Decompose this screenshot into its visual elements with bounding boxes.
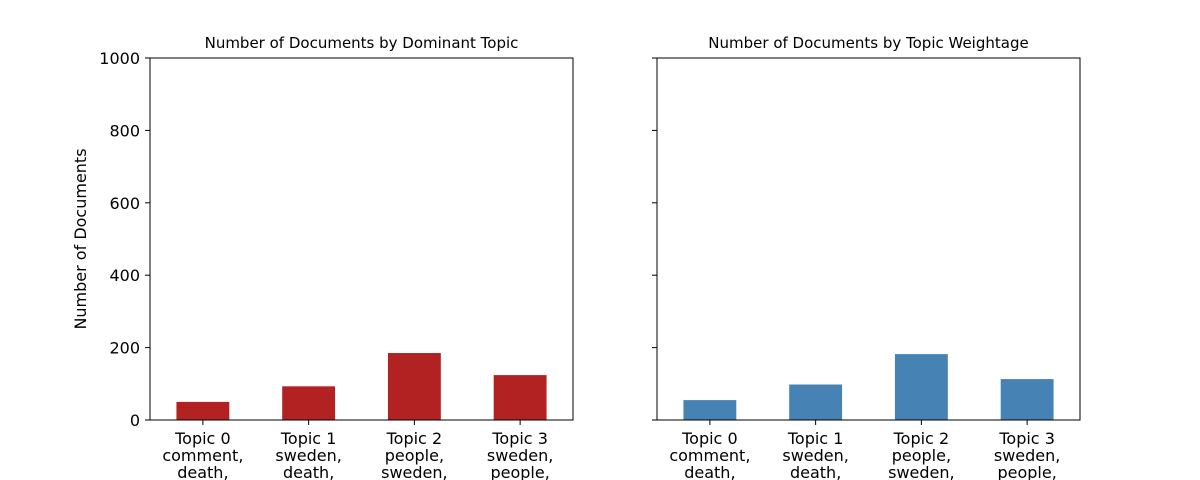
- bar-topic-3: [1000, 379, 1054, 420]
- chart-title: Number of Documents by Topic Weightage: [708, 34, 1028, 52]
- bar-topic-3: [493, 375, 547, 420]
- chart-title: Number of Documents by Dominant Topic: [205, 34, 519, 52]
- y-ticks: [652, 57, 657, 421]
- y-axis-label: Number of Documents: [71, 148, 90, 329]
- x-tick-label: Topic 1 sweden, death,: [782, 429, 849, 480]
- x-tick-label: Topic 2 people, sweden,: [888, 429, 955, 480]
- x-tick-label: Topic 1 sweden, death,: [275, 429, 342, 480]
- x-tick-label: Topic 3 sweden, people,: [994, 429, 1061, 480]
- y-tick-label: 200: [109, 339, 140, 358]
- bars: [683, 354, 1054, 420]
- x-ticks: Topic 0 comment, death, Topic 1 sweden, death…: [162, 420, 553, 480]
- y-tick-label: 800: [109, 121, 140, 140]
- x-tick-label: Topic 2 people, sweden,: [381, 429, 448, 480]
- plot-frame: [149, 57, 574, 421]
- bars: [176, 353, 547, 420]
- bar-topic-2: [387, 353, 441, 420]
- bar-topic-0: [176, 401, 230, 420]
- y-tick-label: 400: [109, 266, 140, 285]
- y-tick-label: 0: [130, 411, 140, 430]
- bar-topic-2: [894, 354, 948, 420]
- bar-topic-1: [789, 384, 843, 420]
- plot-frame: [656, 57, 1081, 421]
- y-ticks: 0 200 400 600 800 1000: [99, 49, 150, 430]
- x-tick-label: Topic 0 comment, death,: [162, 429, 243, 480]
- y-tick-label: 600: [109, 194, 140, 213]
- x-tick-label: Topic 3 sweden, people,: [487, 429, 554, 480]
- bar-topic-0: [683, 400, 737, 420]
- y-tick-label: 1000: [99, 49, 140, 68]
- dominant-topic-chart: Number of Documents by Dominant Topic Nu…: [71, 34, 574, 480]
- x-ticks: Topic 0 comment, death, Topic 1 sweden, death…: [669, 420, 1060, 480]
- x-tick-label: Topic 0 comment, death,: [669, 429, 750, 480]
- bar-topic-1: [282, 386, 336, 420]
- topic-weightage-chart: Number of Documents by Topic Weightage T…: [652, 34, 1081, 480]
